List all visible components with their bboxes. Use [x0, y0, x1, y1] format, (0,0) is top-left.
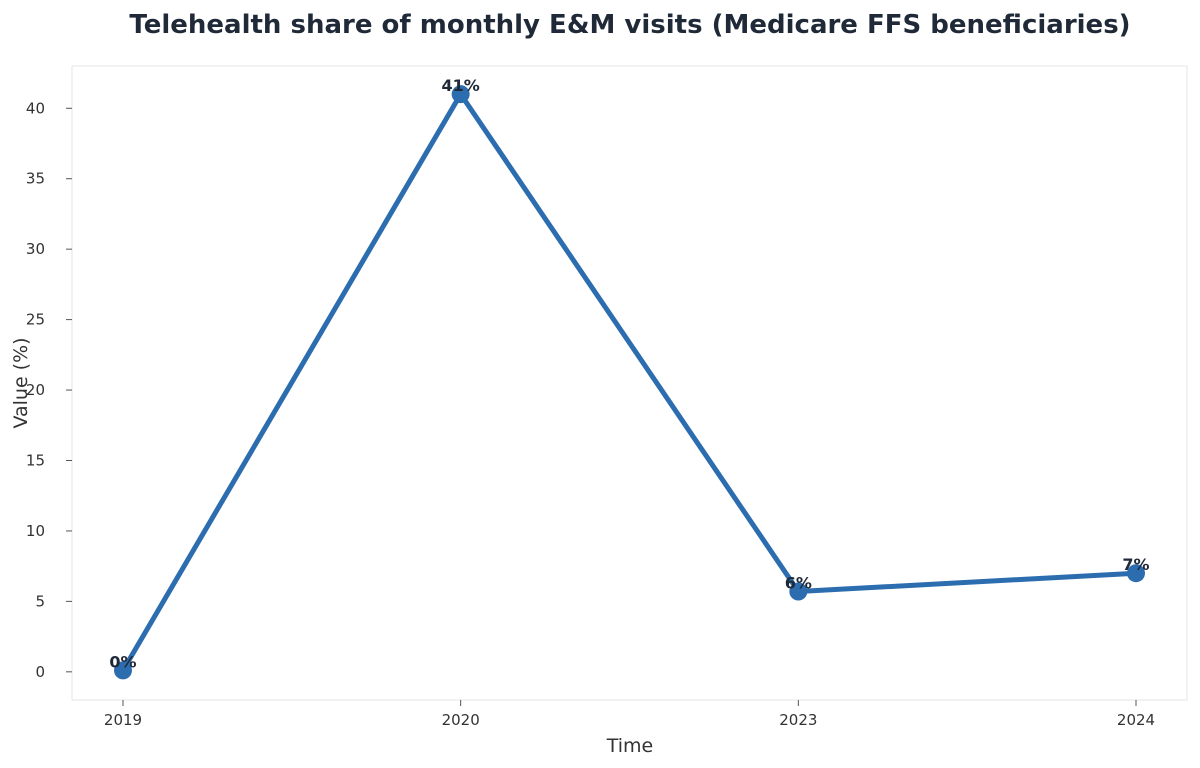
x-axis-label: Time: [606, 735, 654, 757]
x-tick-label: 2020: [442, 711, 480, 729]
data-point: [114, 661, 132, 680]
y-axis-label: Value (%): [10, 337, 32, 428]
x-tick-label: 2019: [104, 711, 142, 729]
data-labels: 0% 41% 6% 7%: [109, 76, 1149, 671]
data-point: [1127, 564, 1145, 583]
y-tick-label: 25: [26, 311, 45, 329]
y-tick-label: 15: [26, 451, 45, 469]
y-tick-label: 20: [26, 381, 45, 399]
x-tick-label: 2024: [1117, 711, 1155, 729]
y-tick-label: 35: [26, 170, 45, 188]
y-tick-label: 5: [35, 592, 45, 610]
y-tick-label: 10: [26, 522, 45, 540]
series-line: [120, 91, 1139, 673]
y-tick-label: 40: [26, 99, 45, 117]
series-layer: [114, 85, 1145, 680]
data-label: 7%: [1122, 555, 1149, 574]
data-label: 6%: [785, 574, 812, 593]
data-label: 0%: [109, 652, 136, 671]
data-point: [451, 85, 470, 104]
y-axis: 0 5 10 15 20 25 30 35 40: [26, 99, 72, 681]
chart-title: Telehealth share of monthly E&M visits (…: [129, 10, 1130, 40]
y-tick-label: 0: [35, 663, 45, 681]
data-label: 41%: [442, 76, 480, 95]
data-point: [789, 582, 808, 601]
x-tick-label: 2023: [779, 711, 817, 729]
plot-area: [71, 65, 1188, 701]
x-axis: 2019 2020 2023 2024: [104, 700, 1155, 729]
y-tick-label: 30: [26, 240, 45, 258]
